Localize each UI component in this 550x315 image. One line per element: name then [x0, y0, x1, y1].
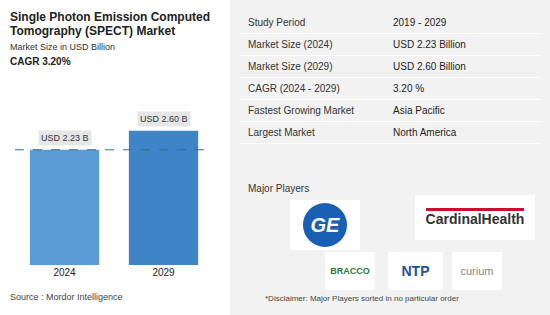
html-text:North America: North America: [393, 127, 457, 138]
html-text:Market Size (2029): Market Size (2029): [248, 61, 333, 72]
html-text:CAGR 3.20%: CAGR 3.20%: [10, 56, 71, 67]
html-text:Asia Pacific: Asia Pacific: [393, 105, 445, 116]
svg-text:USD 2.60 B: USD 2.60 B: [140, 114, 188, 124]
html-text:CAGR (2024 - 2029): CAGR (2024 - 2029): [248, 83, 340, 94]
html-text:Fastest Growing Market: Fastest Growing Market: [248, 105, 355, 116]
html-text:Major Players: Major Players: [248, 183, 310, 194]
html-text:*Disclaimer: Major Players sor: *Disclaimer: Major Players sorted in no …: [265, 294, 459, 303]
html-text:curium: curium: [460, 265, 494, 277]
html-text:2019 - 2029: 2019 - 2029: [393, 17, 447, 28]
svg-text:USD 2.23 B: USD 2.23 B: [41, 133, 89, 143]
html-text:BRACCO: BRACCO: [330, 266, 370, 276]
html-text:Study Period: Study Period: [248, 17, 306, 28]
html-text:USD 2.60 Billion: USD 2.60 Billion: [393, 61, 466, 72]
html-text:Source : Mordor Intelligence: Source : Mordor Intelligence: [10, 292, 123, 302]
html-text:CardinalHealth: CardinalHealth: [425, 211, 525, 227]
html-text:Largest Market: Largest Market: [248, 127, 315, 138]
html-text:GE: GE: [310, 213, 340, 236]
svg-text:2024: 2024: [53, 267, 76, 278]
html-text:Market Size in USD Billion: Market Size in USD Billion: [10, 42, 115, 52]
html-text:Single Photon Emission Compute: Single Photon Emission Computed Tomograp…: [10, 10, 210, 38]
html-text:3.20 %: 3.20 %: [393, 83, 425, 94]
svg-text:2029: 2029: [152, 267, 175, 278]
html-text:NTP: NTP: [401, 263, 430, 279]
html-text:USD 2.23 Billion: USD 2.23 Billion: [393, 39, 466, 50]
html-text:Market Size (2024): Market Size (2024): [248, 39, 333, 50]
